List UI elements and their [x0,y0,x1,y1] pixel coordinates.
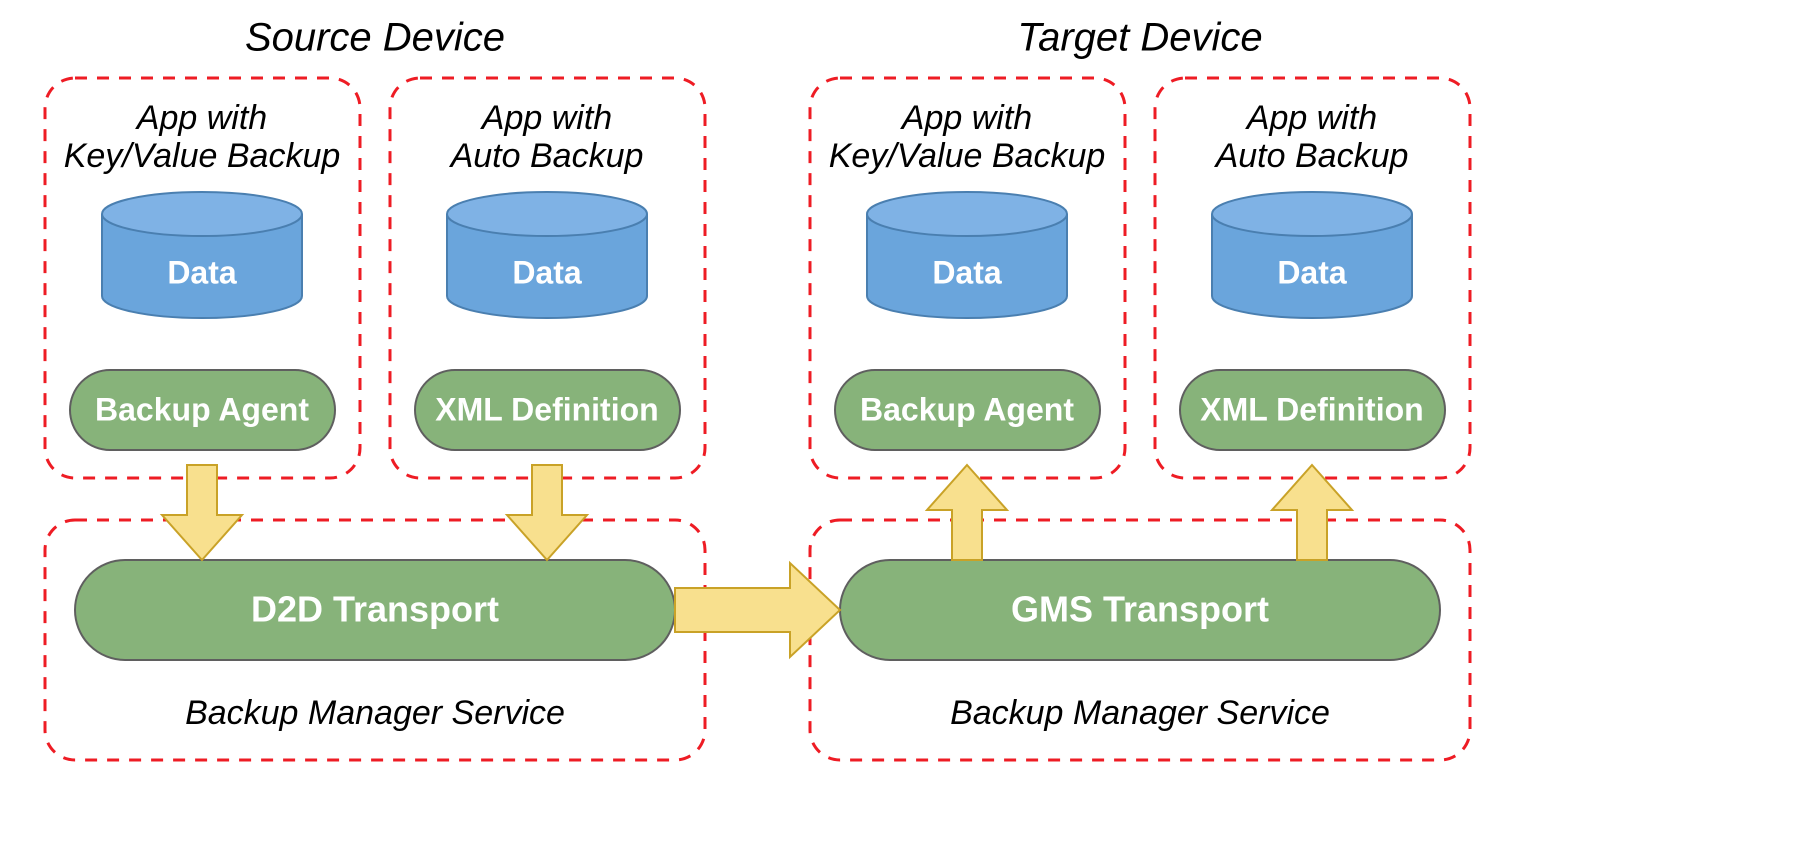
source-app-auto-line1: App with [480,99,612,137]
source-auto-agent-label: XML Definition [435,391,658,427]
source-kv-data-label: Data [167,254,237,290]
source-service-label: Backup Manager Service [185,694,565,732]
source-kv-agent-label: Backup Agent [95,391,309,427]
target-app-kv-line2: Key/Value Backup [829,137,1106,175]
target-transport-label: GMS Transport [1011,589,1269,630]
target-app-kv-line1: App with [900,99,1032,137]
transport-arrow-right [675,563,840,657]
target-kv-data-label: Data [932,254,1002,290]
source-app-kv-line1: App with [135,99,267,137]
target-app-auto-line2: Auto Backup [1214,137,1409,175]
source-device-title: Source Device [245,16,505,60]
target-app-auto-line1: App with [1245,99,1377,137]
source-app-auto-line2: Auto Backup [449,137,644,175]
architecture-diagram: Source Device App with Key/Value Backup … [0,0,1797,847]
target-kv-agent-label: Backup Agent [860,391,1074,427]
source-transport-label: D2D Transport [251,589,499,630]
source-app-kv-line2: Key/Value Backup [64,137,341,175]
target-service-label: Backup Manager Service [950,694,1330,732]
target-auto-agent-label: XML Definition [1200,391,1423,427]
source-auto-data-label: Data [512,254,582,290]
target-auto-data-label: Data [1277,254,1347,290]
target-device-title: Target Device [1017,16,1262,60]
